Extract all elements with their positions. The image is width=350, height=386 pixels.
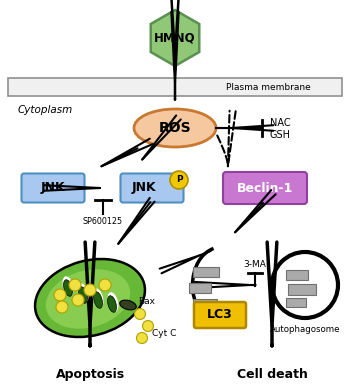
Text: Apoptosis: Apoptosis [55, 368, 125, 381]
Ellipse shape [77, 283, 89, 303]
Bar [286, 298, 306, 307]
FancyBboxPatch shape [120, 173, 183, 203]
Text: JNK: JNK [132, 181, 156, 195]
Text: Cytoplasm: Cytoplasm [18, 105, 73, 115]
Circle shape [99, 279, 111, 291]
Ellipse shape [134, 109, 216, 147]
Bar [286, 270, 308, 280]
Text: Plasma membrane: Plasma membrane [226, 83, 310, 91]
Bar [189, 283, 211, 293]
Ellipse shape [63, 276, 74, 296]
Text: SP600125: SP600125 [83, 217, 122, 226]
Ellipse shape [107, 292, 119, 312]
Ellipse shape [107, 296, 117, 312]
Circle shape [72, 294, 84, 306]
Text: Autophagosome: Autophagosome [270, 325, 340, 334]
Circle shape [54, 289, 66, 301]
Bar [8, 78, 342, 96]
Text: Bax: Bax [138, 298, 155, 306]
Circle shape [84, 284, 96, 296]
Text: JNK: JNK [41, 181, 65, 195]
Bar [288, 284, 316, 295]
Circle shape [142, 320, 154, 332]
Text: Cell death: Cell death [237, 368, 307, 381]
Text: NAC: NAC [270, 118, 290, 128]
Bar [193, 299, 217, 309]
Text: LC3: LC3 [207, 308, 233, 322]
Text: 3-MA: 3-MA [244, 260, 266, 269]
Text: Beclin-1: Beclin-1 [237, 181, 293, 195]
Text: Cyt C: Cyt C [152, 330, 176, 339]
Bar [193, 267, 219, 277]
Circle shape [69, 279, 81, 291]
Text: P: P [176, 176, 182, 185]
Circle shape [170, 171, 188, 189]
Ellipse shape [92, 288, 104, 308]
Ellipse shape [93, 292, 103, 308]
Text: GSH: GSH [270, 130, 291, 140]
Ellipse shape [78, 287, 88, 303]
Ellipse shape [120, 300, 136, 310]
Circle shape [272, 252, 338, 318]
FancyBboxPatch shape [194, 302, 246, 328]
Text: ROS: ROS [159, 121, 191, 135]
Circle shape [136, 332, 147, 344]
Circle shape [134, 308, 146, 320]
Polygon shape [151, 10, 199, 66]
FancyBboxPatch shape [223, 172, 307, 204]
Ellipse shape [35, 259, 145, 337]
Text: HMNQ: HMNQ [154, 32, 196, 44]
FancyBboxPatch shape [21, 173, 84, 203]
Ellipse shape [64, 280, 72, 296]
Ellipse shape [46, 269, 130, 329]
Circle shape [56, 301, 68, 313]
